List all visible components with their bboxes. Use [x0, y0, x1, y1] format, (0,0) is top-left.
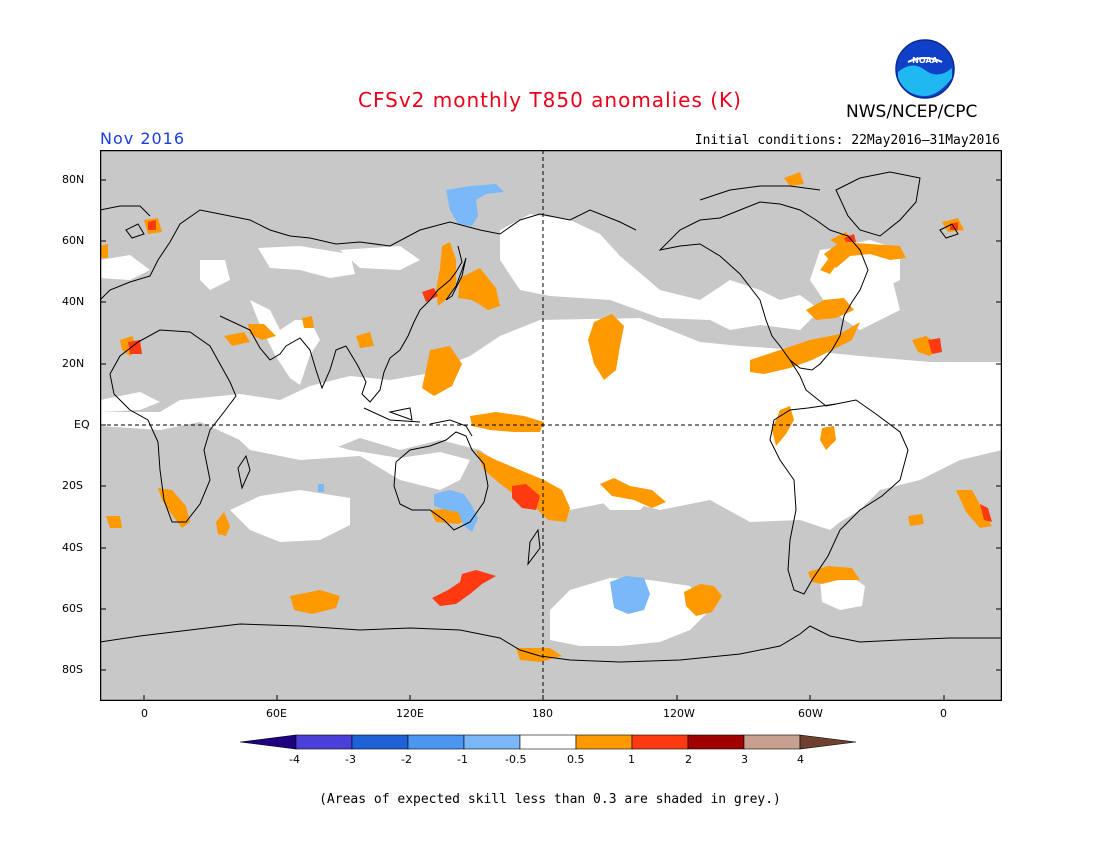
lat-label-40n: 40N [62, 295, 85, 308]
lat-ticks [100, 179, 1002, 671]
noaa-logo-text: NOAA [912, 56, 938, 65]
lon-ticks [143, 695, 945, 701]
agency-label: NWS/NCEP/CPC [846, 102, 978, 122]
colorbar-segment [687, 734, 745, 750]
lat-label-40s: 40S [62, 541, 83, 554]
colorbar [240, 734, 857, 750]
lat-label-eq: EQ [74, 418, 90, 431]
lon-label-0-left: 0 [141, 707, 148, 720]
legend-label-m3: -3 [345, 753, 356, 766]
lon-label-60w: 60W [798, 707, 823, 720]
skill-footnote: (Areas of expected skill less than 0.3 a… [319, 792, 781, 807]
colorbar-arrow-low [240, 734, 297, 750]
legend-label-m4: -4 [289, 753, 300, 766]
colorbar-segment [575, 734, 633, 750]
map-title: CFSv2 monthly T850 anomalies (K) [358, 88, 742, 112]
colorbar-segment [519, 734, 577, 750]
lon-label-120e: 120E [396, 707, 424, 720]
lat-label-80s: 80S [62, 663, 83, 676]
colorbar-segment [743, 734, 801, 750]
lon-label-0-right: 0 [940, 707, 947, 720]
legend-label-3: 3 [741, 753, 748, 766]
lat-label-80n: 80N [62, 173, 85, 186]
colorbar-segment [631, 734, 689, 750]
coastlines [100, 171, 1002, 663]
legend-label-2: 2 [685, 753, 692, 766]
warm-anomaly-0.5-1 [100, 172, 992, 662]
lon-label-60e: 60E [266, 707, 287, 720]
cold-anomaly-0.5-1 [318, 184, 650, 614]
lat-label-20s: 20S [62, 479, 83, 492]
legend-label-1: 1 [628, 753, 635, 766]
legend-label-m05: -0.5 [505, 753, 527, 766]
legend-label-m1: -1 [457, 753, 468, 766]
colorbar-segment [351, 734, 409, 750]
lat-label-20n: 20N [62, 357, 85, 370]
initial-conditions: Initial conditions: 22May2016–31May2016 [694, 133, 1000, 148]
warm-anomaly-1-2 [128, 220, 992, 606]
lat-label-60s: 60S [62, 602, 83, 615]
lon-label-120w: 120W [663, 707, 695, 720]
colorbar-segment [295, 734, 353, 750]
lon-label-180: 180 [532, 707, 553, 720]
noaa-logo [895, 39, 955, 99]
colorbar-segment [407, 734, 465, 750]
colorbar-arrow-high [799, 734, 857, 750]
forecast-month: Nov 2016 [100, 129, 186, 148]
legend-label-4: 4 [797, 753, 804, 766]
anomaly-map [100, 150, 1002, 701]
legend-label-m2: -2 [401, 753, 412, 766]
legend-label-05: 0.5 [567, 753, 585, 766]
lat-label-60n: 60N [62, 234, 85, 247]
colorbar-segment [463, 734, 521, 750]
